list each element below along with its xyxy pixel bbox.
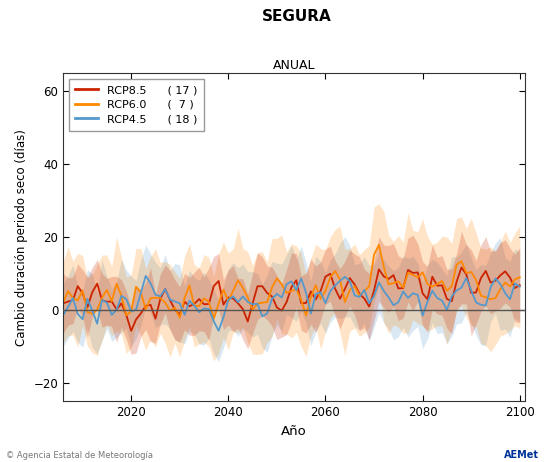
Title: ANUAL: ANUAL bbox=[273, 59, 315, 72]
Text: © Agencia Estatal de Meteorología: © Agencia Estatal de Meteorología bbox=[6, 451, 152, 460]
Text: AEMet: AEMet bbox=[504, 450, 539, 460]
X-axis label: Año: Año bbox=[281, 425, 307, 438]
Text: SEGURA: SEGURA bbox=[262, 9, 332, 24]
Y-axis label: Cambio duración periodo seco (días): Cambio duración periodo seco (días) bbox=[15, 129, 28, 346]
Legend: RCP8.5      ( 17 ), RCP6.0      (  7 ), RCP4.5      ( 18 ): RCP8.5 ( 17 ), RCP6.0 ( 7 ), RCP4.5 ( 18… bbox=[69, 79, 204, 131]
